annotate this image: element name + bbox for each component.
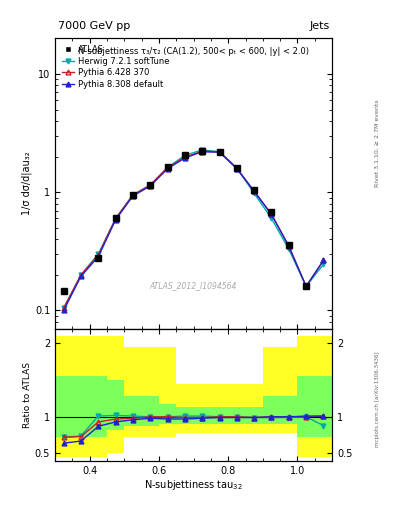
ATLAS [304, 283, 309, 289]
Herwig 7.2.1 softTune [148, 182, 152, 188]
Pythia 8.308 default [286, 243, 291, 249]
Herwig 7.2.1 softTune [113, 216, 118, 222]
Pythia 6.428 370 [130, 192, 135, 198]
Pythia 8.308 default [252, 188, 257, 194]
Pythia 8.308 default [269, 211, 274, 218]
Pythia 8.308 default [235, 166, 239, 172]
Herwig 7.2.1 softTune [304, 283, 309, 289]
ATLAS [61, 288, 66, 294]
Pythia 6.428 370 [269, 211, 274, 218]
Pythia 6.428 370 [182, 154, 187, 160]
Pythia 8.308 default [113, 217, 118, 223]
Herwig 7.2.1 softTune [269, 216, 274, 222]
Pythia 6.428 370 [79, 272, 83, 278]
Legend: ATLAS, Herwig 7.2.1 softTune, Pythia 6.428 370, Pythia 8.308 default: ATLAS, Herwig 7.2.1 softTune, Pythia 6.4… [59, 42, 171, 91]
Herwig 7.2.1 softTune [96, 251, 101, 257]
Text: N-subjettiness τ₃/τ₂ (CA(1.2), 500< pₜ < 600, |y| < 2.0): N-subjettiness τ₃/τ₂ (CA(1.2), 500< pₜ <… [78, 47, 309, 56]
ATLAS [217, 148, 222, 155]
Herwig 7.2.1 softTune [61, 305, 66, 311]
Pythia 6.428 370 [304, 283, 309, 289]
Pythia 8.308 default [182, 155, 187, 161]
ATLAS [113, 216, 118, 222]
Pythia 8.308 default [96, 253, 101, 260]
ATLAS [200, 147, 205, 154]
ATLAS [182, 152, 187, 158]
Pythia 8.308 default [79, 273, 83, 279]
Pythia 6.428 370 [165, 164, 170, 170]
Line: Pythia 8.308 default: Pythia 8.308 default [61, 150, 326, 313]
Herwig 7.2.1 softTune [130, 192, 135, 198]
Text: mcplots.cern.ch [arXiv:1306.3436]: mcplots.cern.ch [arXiv:1306.3436] [375, 352, 380, 447]
Text: Rivet 3.1.10, ≥ 2.7M events: Rivet 3.1.10, ≥ 2.7M events [375, 99, 380, 187]
Pythia 6.428 370 [286, 243, 291, 249]
Pythia 8.308 default [61, 307, 66, 313]
Herwig 7.2.1 softTune [217, 148, 222, 155]
ATLAS [148, 182, 152, 188]
ATLAS [130, 192, 135, 198]
Pythia 8.308 default [321, 258, 326, 264]
Herwig 7.2.1 softTune [182, 152, 187, 158]
Line: Pythia 6.428 370: Pythia 6.428 370 [61, 149, 326, 310]
Text: ATLAS_2012_I1094564: ATLAS_2012_I1094564 [150, 281, 237, 290]
Pythia 6.428 370 [321, 258, 326, 264]
Pythia 8.308 default [130, 193, 135, 199]
Herwig 7.2.1 softTune [79, 272, 83, 278]
Line: ATLAS: ATLAS [61, 148, 309, 294]
ATLAS [269, 209, 274, 215]
Text: 7000 GeV pp: 7000 GeV pp [58, 21, 130, 31]
X-axis label: N-subjettiness tau$_{32}$: N-subjettiness tau$_{32}$ [144, 478, 243, 493]
Herwig 7.2.1 softTune [235, 165, 239, 171]
Pythia 6.428 370 [96, 252, 101, 258]
Herwig 7.2.1 softTune [252, 190, 257, 196]
Pythia 8.308 default [200, 148, 205, 155]
Herwig 7.2.1 softTune [286, 246, 291, 252]
Line: Herwig 7.2.1 softTune: Herwig 7.2.1 softTune [61, 147, 326, 310]
Pythia 6.428 370 [217, 148, 222, 155]
ATLAS [252, 187, 257, 193]
Y-axis label: Ratio to ATLAS: Ratio to ATLAS [23, 362, 32, 428]
ATLAS [235, 165, 239, 171]
ATLAS [286, 242, 291, 248]
Pythia 8.308 default [148, 183, 152, 189]
ATLAS [96, 254, 101, 261]
Pythia 6.428 370 [61, 305, 66, 311]
Pythia 6.428 370 [200, 148, 205, 154]
Pythia 8.308 default [165, 166, 170, 172]
Herwig 7.2.1 softTune [321, 262, 326, 268]
Herwig 7.2.1 softTune [200, 147, 205, 153]
Pythia 6.428 370 [113, 216, 118, 222]
Pythia 8.308 default [217, 149, 222, 155]
Pythia 6.428 370 [235, 165, 239, 171]
Herwig 7.2.1 softTune [165, 164, 170, 170]
Text: Jets: Jets [309, 21, 329, 31]
ATLAS [165, 164, 170, 170]
Y-axis label: 1/σ dσ/d|au₃₂: 1/σ dσ/d|au₃₂ [22, 152, 32, 216]
Pythia 6.428 370 [252, 188, 257, 194]
Pythia 6.428 370 [148, 182, 152, 188]
Pythia 8.308 default [304, 283, 309, 289]
